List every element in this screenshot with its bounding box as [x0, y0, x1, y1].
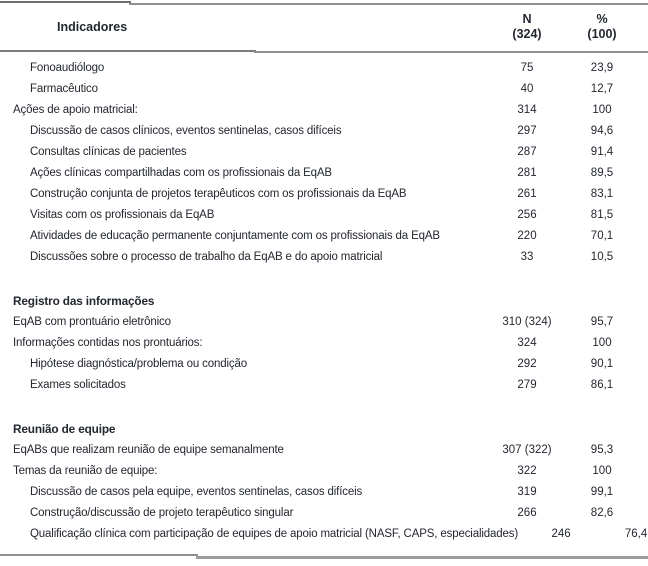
- table-row: Construção/discussão de projeto terapêut…: [0, 502, 648, 523]
- pct-value: 95,3: [590, 443, 614, 456]
- table-row: Ações de apoio matricial: 314 100: [0, 99, 648, 120]
- table-row: Discussões sobre o processo de trabalho …: [0, 246, 648, 267]
- pct-value: 81,5: [590, 208, 614, 221]
- n-value: 297: [517, 124, 537, 137]
- n-value: 310 (324): [502, 315, 552, 328]
- section-header-row: Reunião de equipe: [0, 418, 648, 439]
- n-value: 279: [517, 378, 537, 391]
- header-rule: [254, 51, 648, 53]
- pct-value: 76,4: [624, 527, 648, 540]
- row-label: Temas da reunião de equipe:: [13, 464, 158, 477]
- pct-value: 100: [592, 464, 612, 477]
- n-value: 246: [551, 527, 571, 540]
- table-row: Informações contidas nos prontuários: 324…: [0, 332, 648, 353]
- pct-value: 86,1: [590, 378, 614, 391]
- pct-value: 94,6: [590, 124, 614, 137]
- table-row: Discussão de casos pela equipe, eventos …: [0, 481, 648, 502]
- table-row: Fonoaudiólogo 75 23,9: [0, 57, 648, 78]
- row-label: Consultas clínicas de pacientes: [30, 145, 187, 158]
- row-label: Exames solicitados: [30, 378, 126, 391]
- header-rule-left-segment: [0, 50, 256, 52]
- row-label: EqAB com prontuário eletrônico: [13, 315, 171, 328]
- row-label: Hipótese diagnóstica/problema ou condiçã…: [30, 357, 247, 370]
- row-label: Ações de apoio matricial:: [13, 103, 138, 116]
- n-value: 314: [517, 103, 537, 116]
- pct-value: 70,1: [590, 229, 614, 242]
- table-header: Indicadores N (324) % (100): [0, 3, 648, 50]
- table-row: Hipótese diagnóstica/problema ou condiçã…: [0, 353, 648, 374]
- pct-value: 99,1: [590, 485, 614, 498]
- table-row: Construção conjunta de projetos terapêut…: [0, 183, 648, 204]
- column-header-pct-symbol: %: [596, 11, 608, 26]
- n-value: 220: [517, 229, 537, 242]
- n-value: 261: [517, 187, 537, 200]
- pct-value: 10,5: [590, 250, 614, 263]
- section-spacer: [0, 267, 648, 290]
- table-row: Atividades de educação permanente conjun…: [0, 225, 648, 246]
- top-rule: [129, 3, 648, 5]
- pct-value: 100: [592, 103, 612, 116]
- column-header-n-symbol: N: [522, 11, 532, 26]
- row-label: Ações clínicas compartilhadas com os pro…: [30, 166, 332, 179]
- pct-value: 83,1: [590, 187, 614, 200]
- n-value: 75: [520, 61, 534, 74]
- n-value: 322: [517, 464, 537, 477]
- n-value: 287: [517, 145, 537, 158]
- row-label: Visitas com os profissionais da EqAB: [30, 208, 215, 221]
- section-spacer: [0, 395, 648, 418]
- row-label: Fonoaudiólogo: [30, 61, 105, 74]
- table-row: Exames solicitados 279 86,1: [0, 374, 648, 395]
- row-label: Qualificação clínica com participação de…: [30, 527, 519, 540]
- section-title: Reunião de equipe: [13, 421, 116, 436]
- section-title: Registro das informações: [13, 293, 155, 308]
- top-rule-left-segment: [0, 1, 131, 3]
- n-value: 281: [517, 166, 537, 179]
- row-label: EqABs que realizam reunião de equipe sem…: [13, 443, 284, 456]
- row-label: Atividades de educação permanente conjun…: [30, 229, 440, 242]
- n-value: 256: [517, 208, 537, 221]
- table-row: Consultas clínicas de pacientes 287 91,4: [0, 141, 648, 162]
- n-value: 324: [517, 336, 537, 349]
- n-value: 292: [517, 357, 537, 370]
- table-row: Discussão de casos clínicos, eventos sen…: [0, 120, 648, 141]
- column-header-indicadores: Indicadores: [57, 19, 128, 34]
- pct-value: 100: [592, 336, 612, 349]
- row-label: Construção/discussão de projeto terapêut…: [30, 506, 294, 519]
- n-value: 319: [517, 485, 537, 498]
- table-row: Visitas com os profissionais da EqAB 256 8…: [0, 204, 648, 225]
- table-row: Ações clínicas compartilhadas com os pro…: [0, 162, 648, 183]
- pct-value: 82,6: [590, 506, 614, 519]
- n-value: 40: [520, 82, 534, 95]
- column-header-pct: % (100): [570, 12, 634, 42]
- table-row: Temas da reunião de equipe: 322 100: [0, 460, 648, 481]
- pct-value: 95,7: [590, 315, 614, 328]
- pct-value: 90,1: [590, 357, 614, 370]
- row-label: Construção conjunta de projetos terapêut…: [30, 187, 407, 200]
- table-row: EqABs que realizam reunião de equipe sem…: [0, 439, 648, 460]
- bottom-rule-left-segment: [0, 554, 198, 556]
- table-row: EqAB com prontuário eletrônico 310 (324) 9…: [0, 311, 648, 332]
- table-body: Fonoaudiólogo 75 23,9 Farmacêutico 40 12,7 Açõ…: [0, 57, 648, 544]
- section-header-row: Registro das informações: [0, 290, 648, 311]
- row-label: Discussões sobre o processo de trabalho …: [30, 250, 383, 263]
- n-value: 307 (322): [502, 443, 552, 456]
- n-value: 266: [517, 506, 537, 519]
- row-label: Informações contidas nos prontuários:: [13, 336, 203, 349]
- column-header-n-total: (324): [512, 26, 542, 41]
- row-label: Discussão de casos pela equipe, eventos …: [30, 485, 363, 498]
- bottom-rule: [196, 556, 648, 559]
- table-row: Qualificação clínica com participação de…: [0, 523, 648, 544]
- column-header-n: N (324): [484, 12, 570, 42]
- n-value: 33: [520, 250, 534, 263]
- row-label: Discussão de casos clínicos, eventos sen…: [30, 124, 342, 137]
- pct-value: 91,4: [590, 145, 614, 158]
- table-row: Farmacêutico 40 12,7: [0, 78, 648, 99]
- row-label: Farmacêutico: [30, 82, 98, 95]
- column-header-pct-total: (100): [587, 26, 617, 41]
- pct-value: 23,9: [590, 61, 614, 74]
- pct-value: 12,7: [590, 82, 614, 95]
- pct-value: 89,5: [590, 166, 614, 179]
